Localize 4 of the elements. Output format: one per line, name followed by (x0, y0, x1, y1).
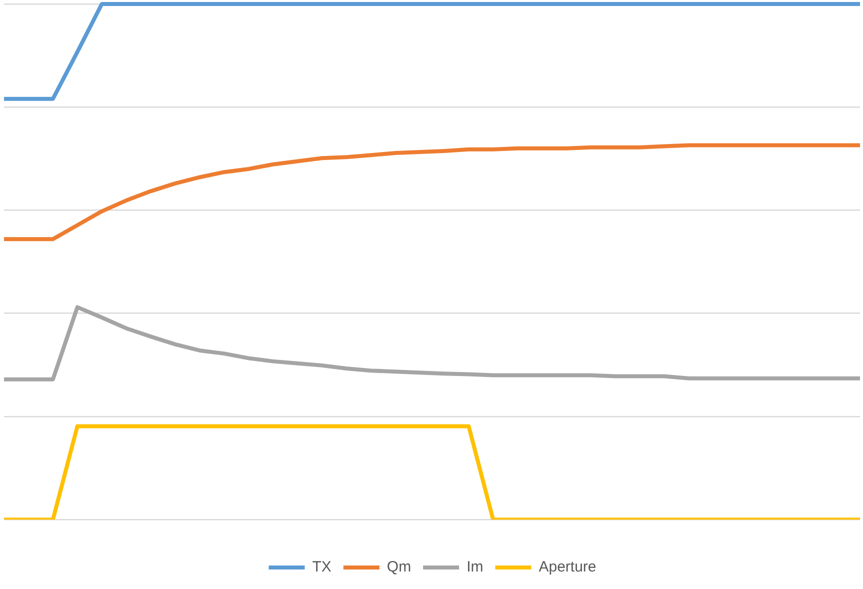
legend-label: Aperture (538, 558, 596, 576)
legend-label: Im (466, 558, 484, 576)
legend-label: Qm (386, 558, 412, 576)
legend-label: TX (312, 558, 332, 576)
